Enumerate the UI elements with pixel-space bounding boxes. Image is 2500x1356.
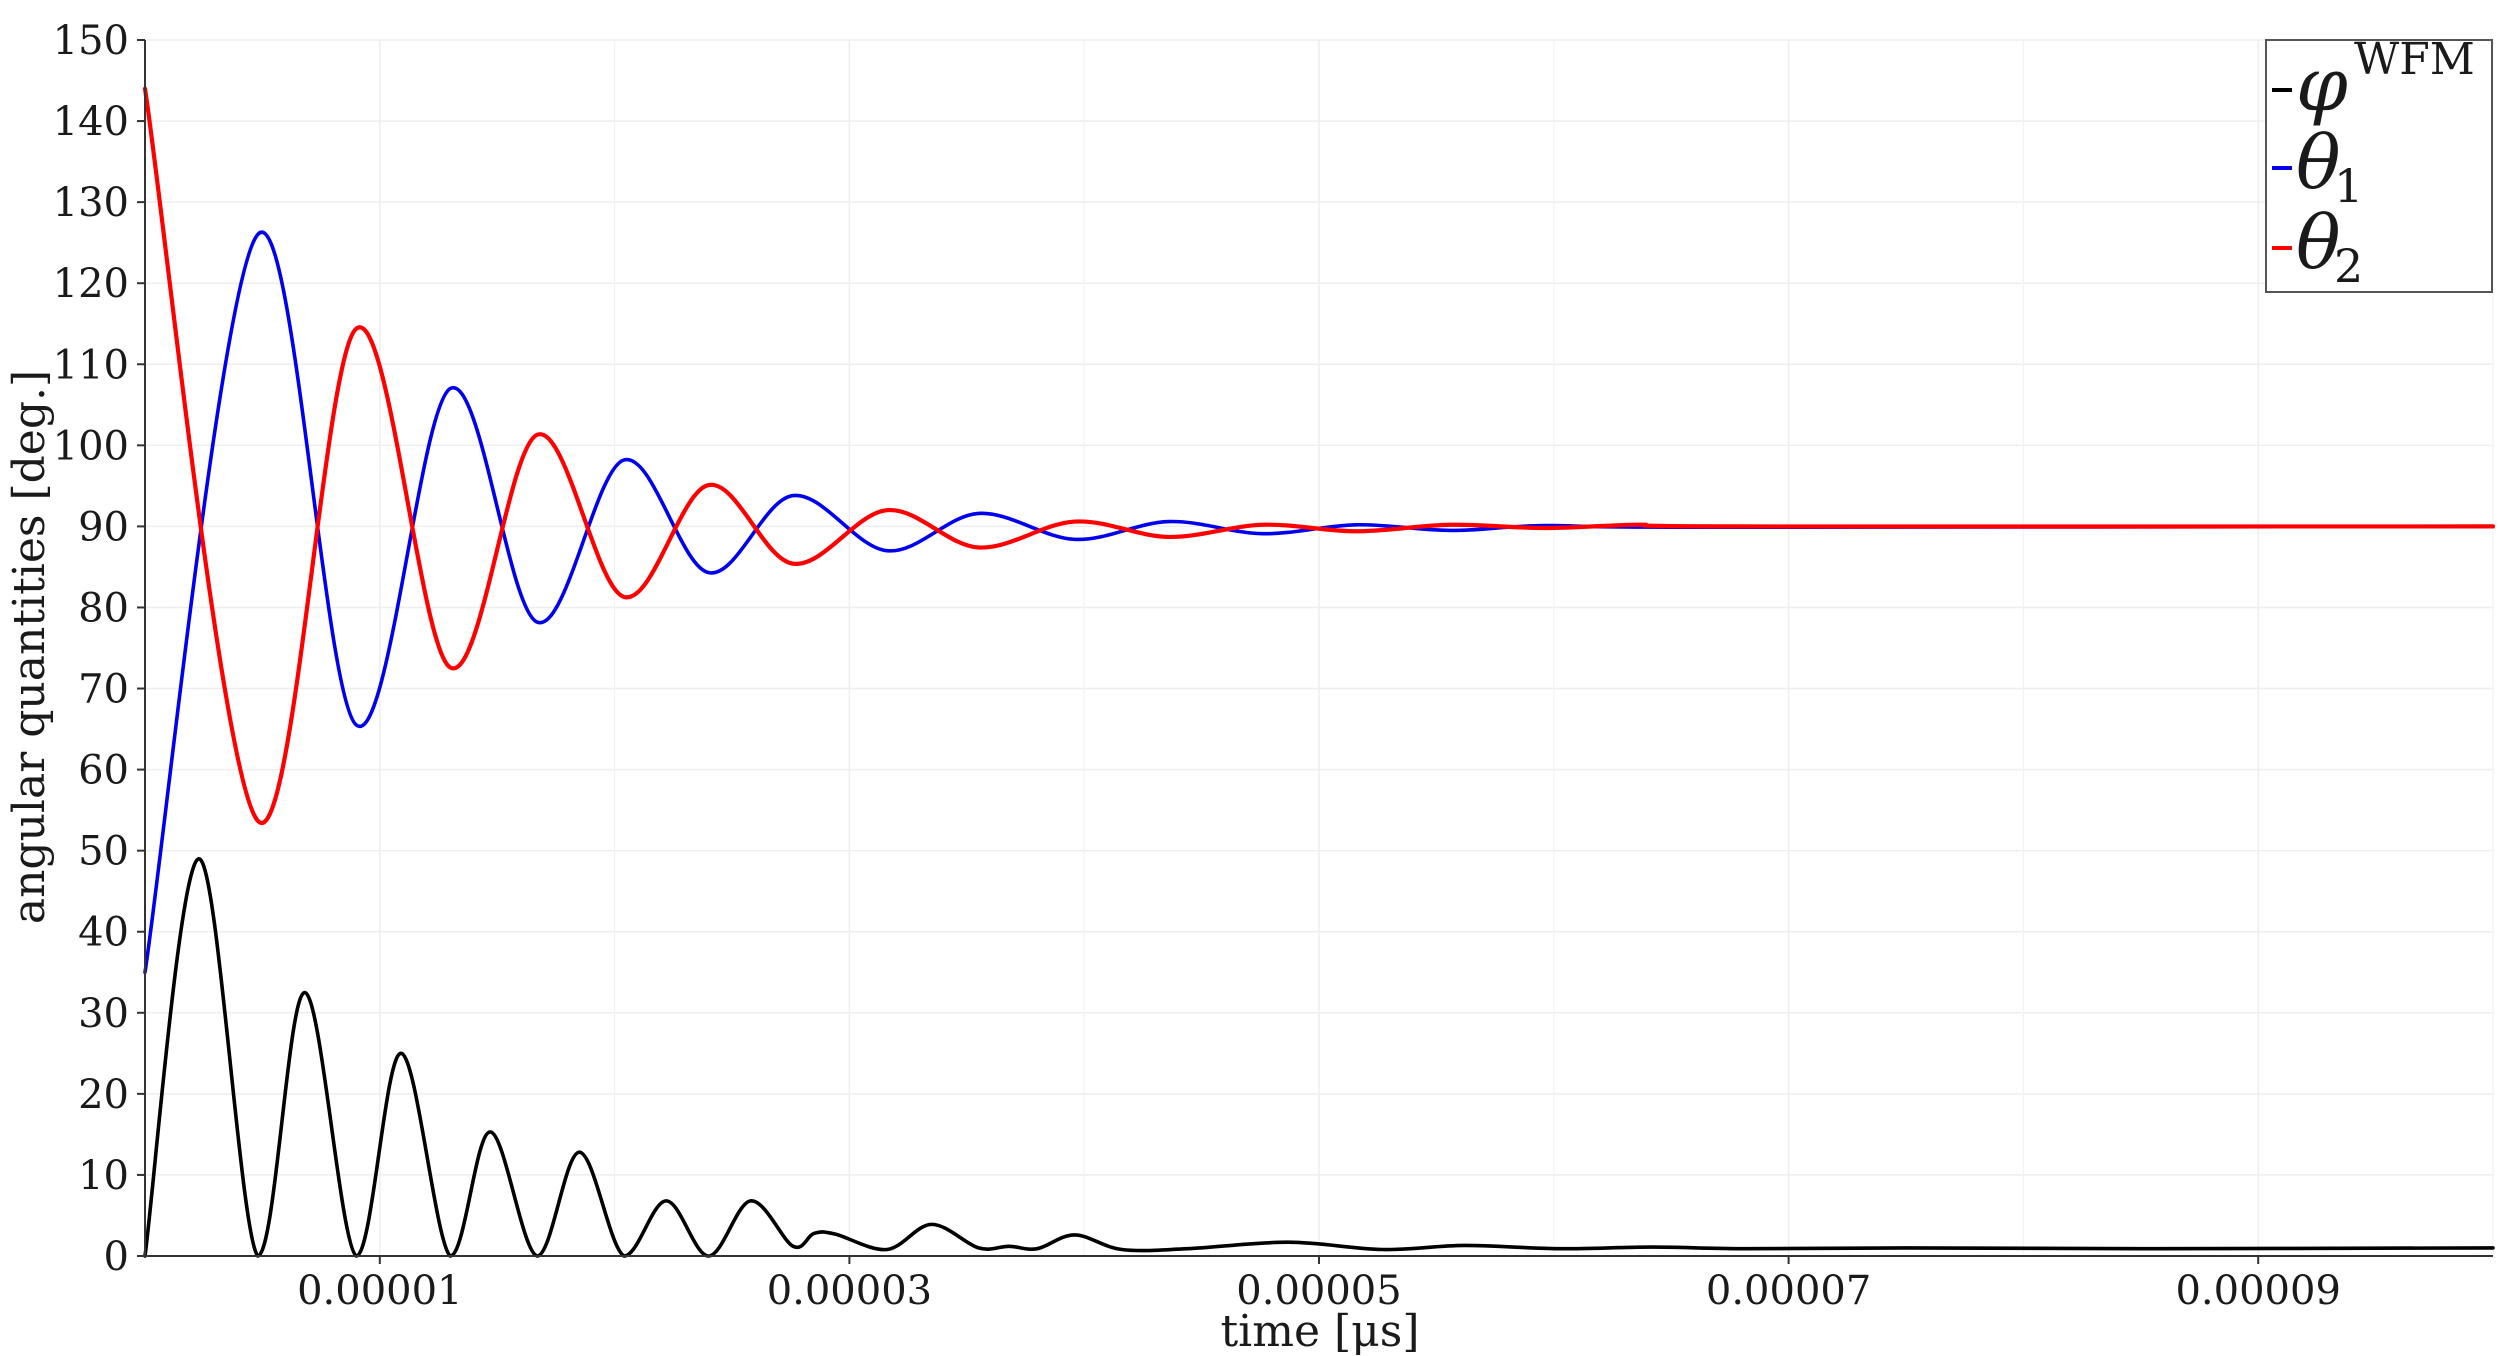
y-tick-label: 70 <box>78 667 129 713</box>
legend-box <box>2265 39 2493 293</box>
y-tick-label: 120 <box>53 261 129 307</box>
y-tick-label: 10 <box>78 1153 129 1199</box>
y-tick-label: 110 <box>53 342 129 388</box>
y-tick-label: 0 <box>104 1234 129 1280</box>
x-tick-label: 0.00007 <box>1706 1268 1871 1314</box>
legend-symbol-phi-wfm: φ <box>2296 42 2348 128</box>
y-tick-label: 20 <box>78 1072 129 1118</box>
x-tick-label: 0.00003 <box>767 1268 932 1314</box>
series-line-theta-1 <box>143 230 2495 975</box>
legend-subscript-theta-2: 2 <box>2334 239 2363 293</box>
series-line-theta-2 <box>142 86 2496 826</box>
y-tick-label: 30 <box>78 991 129 1037</box>
series-line-phi-wfm <box>143 856 2495 1258</box>
y-tick-label: 130 <box>53 180 129 226</box>
y-tick-label: 40 <box>78 910 129 956</box>
legend-subscript-theta-1: 1 <box>2334 159 2363 213</box>
legend-symbol-theta-1: θ <box>2296 120 2341 206</box>
x-axis-label: time [μs] <box>1220 1306 1419 1356</box>
y-tick-label: 80 <box>78 585 129 631</box>
x-tick-label: 0.00009 <box>2175 1268 2340 1314</box>
legend-superscript-phi-wfm: WFM <box>2354 34 2475 85</box>
y-tick-label: 140 <box>53 99 129 145</box>
legend-symbol-theta-2: θ <box>2296 200 2341 286</box>
series-lines <box>142 86 2496 1258</box>
y-tick-label: 60 <box>78 748 129 794</box>
grid <box>144 39 2494 1257</box>
x-tick-label: 0.00005 <box>1236 1268 1401 1314</box>
y-axis-label: angular quantities [deg.] <box>4 370 55 924</box>
y-tick-label: 90 <box>78 504 129 550</box>
x-tick-label: 0.00001 <box>297 1268 462 1314</box>
y-tick-label: 150 <box>53 18 129 64</box>
tick-labels: 0 10 20 30 40 50 60 70 80 90 100 110 120 130 140 150 0.0… <box>53 18 2341 1314</box>
y-tick-label: 50 <box>78 829 129 875</box>
y-tick-label: 100 <box>53 423 129 469</box>
